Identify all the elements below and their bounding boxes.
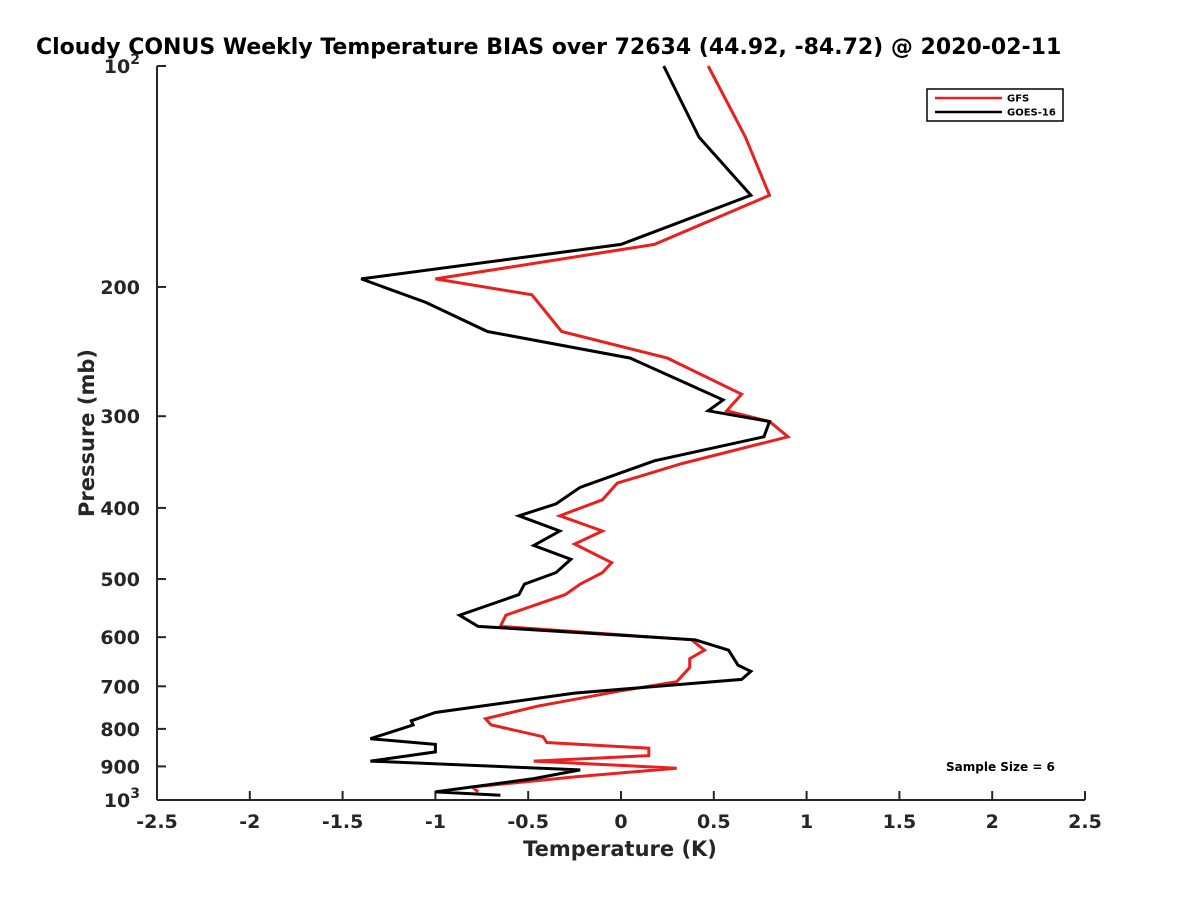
y-tick-label: 700 <box>100 676 140 698</box>
x-tick-label: 2.5 <box>1068 811 1102 833</box>
series-line-gfs <box>435 65 792 794</box>
x-axis-ticks: -2.5 -2 -1.5 -1 -0.5 0 0.5 1 1.5 2 2.5 <box>136 791 1102 833</box>
legend-label-gfs: GFS <box>1007 94 1029 105</box>
legend-label-goes16: GOES-16 <box>1007 108 1056 119</box>
y-tick-label: 103 <box>104 786 140 812</box>
y-axis-label: Pressure (mb) <box>75 349 99 517</box>
x-tick-label: -1.5 <box>322 811 364 833</box>
x-tick-label: 1 <box>800 811 813 833</box>
y-axis-ticks: 102 200 300 400 500 600 700 800 900 103 <box>100 52 166 812</box>
x-tick-label: 0 <box>614 811 627 833</box>
x-tick-label: 0.5 <box>697 811 731 833</box>
series-layer <box>360 65 792 797</box>
x-tick-label: -0.5 <box>507 811 549 833</box>
y-tick-label: 300 <box>100 406 140 428</box>
legend: GFS GOES-16 <box>926 88 1064 122</box>
y-tick-label: 900 <box>100 756 140 778</box>
y-tick-label: 500 <box>100 569 140 591</box>
y-tick-label: 400 <box>100 498 140 520</box>
series-line-goes16 <box>360 65 772 797</box>
x-tick-label: -2.5 <box>136 811 178 833</box>
x-tick-label: 2 <box>986 811 999 833</box>
x-tick-label: -2 <box>239 811 260 833</box>
x-tick-label: -1 <box>425 811 446 833</box>
legend-box <box>926 88 1064 122</box>
y-tick-label: 600 <box>100 627 140 649</box>
x-tick-label: 1.5 <box>883 811 917 833</box>
chart-title: Cloudy CONUS Weekly Temperature BIAS ove… <box>36 35 1061 60</box>
y-tick-label: 200 <box>100 277 140 299</box>
y-tick-label: 102 <box>104 52 140 78</box>
x-axis-label: Temperature (K) <box>523 837 717 861</box>
y-tick-label: 800 <box>100 719 140 741</box>
sample-size-annotation: Sample Size = 6 <box>946 760 1055 774</box>
